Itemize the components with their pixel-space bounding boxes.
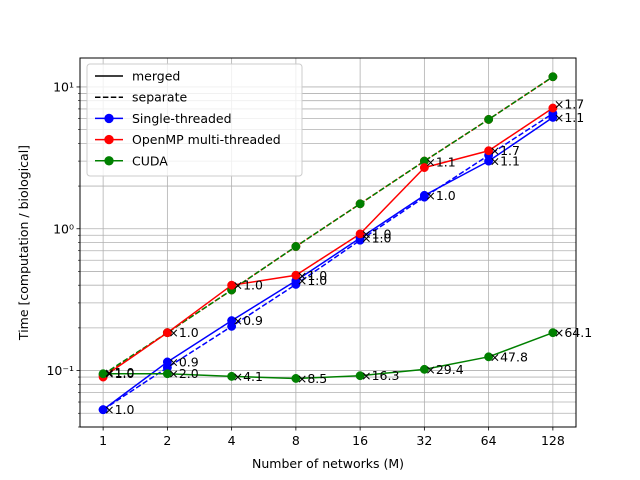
speedup-label: ×1.0 xyxy=(104,402,134,417)
data-point xyxy=(355,229,365,239)
data-point xyxy=(484,114,494,124)
legend: merged separate Single-threaded OpenMP mult… xyxy=(86,63,303,177)
x-tick-label: 32 xyxy=(416,433,432,448)
data-point xyxy=(548,103,558,113)
series-lines xyxy=(102,76,554,411)
speedup-label: ×2.0 xyxy=(168,366,198,381)
legend-swatch-marker xyxy=(104,156,114,166)
legend-swatch-marker xyxy=(104,134,114,145)
x-tick-label: 16 xyxy=(352,433,368,448)
y-tick-label: 10⁰ xyxy=(53,221,74,236)
speedup-label: ×8.5 xyxy=(297,371,327,386)
data-point xyxy=(419,364,429,374)
legend-label: OpenMP multi-threaded xyxy=(132,132,281,147)
data-point xyxy=(227,316,237,326)
speedup-label: ×1.0 xyxy=(233,278,263,293)
data-point xyxy=(227,371,237,381)
data-point xyxy=(484,146,494,156)
speedup-label: ×1.0 xyxy=(104,366,134,381)
x-tick-label: 1 xyxy=(99,433,107,448)
x-axis-label: Number of networks (M) xyxy=(252,456,404,471)
speedup-label: ×1.0 xyxy=(361,231,391,246)
x-tick-label: 4 xyxy=(228,433,236,448)
series-line-openmp-multi-threadedmerged xyxy=(102,107,554,378)
data-point xyxy=(419,163,429,173)
speedup-label: ×1.0 xyxy=(361,226,391,241)
x-ticks: 1 2 4 8 16 32 64 128 xyxy=(99,427,565,448)
x-tick-label: 128 xyxy=(541,433,565,448)
data-point xyxy=(162,369,172,379)
data-point xyxy=(98,369,108,379)
series-line-cudamerged xyxy=(103,331,554,380)
data-point xyxy=(548,112,558,122)
speedup-label: ×0.9 xyxy=(233,313,263,328)
data-point xyxy=(484,156,494,166)
series-markers xyxy=(98,72,558,415)
y-tick-label: 10⁻¹ xyxy=(46,363,74,378)
legend-swatch-marker xyxy=(104,113,114,124)
data-point xyxy=(484,352,494,362)
data-point xyxy=(291,373,301,383)
speedup-label: ×16.3 xyxy=(361,368,399,383)
speedup-label: ×1.1 xyxy=(425,155,455,170)
legend-label: Single-threaded xyxy=(132,111,232,126)
data-point xyxy=(355,371,365,381)
legend-box xyxy=(86,63,303,177)
data-point xyxy=(355,199,365,209)
data-point xyxy=(548,328,558,338)
data-point xyxy=(98,405,108,415)
data-point xyxy=(548,72,558,82)
x-tick-label: 2 xyxy=(163,433,171,448)
legend-label: CUDA xyxy=(132,153,168,168)
data-point xyxy=(419,190,429,200)
speedup-label: ×1.0 xyxy=(297,273,327,288)
speedup-label: ×47.8 xyxy=(490,349,528,364)
data-point xyxy=(291,242,301,251)
speedup-label: ×29.4 xyxy=(425,362,463,377)
speedup-label: ×1.0 xyxy=(104,365,134,380)
speedup-label: ×64.1 xyxy=(554,325,592,340)
speedup-label: ×1.7 xyxy=(554,96,584,111)
legend-label: separate xyxy=(132,90,187,105)
speedup-label: ×4.1 xyxy=(233,369,263,384)
series-line-single-threadedseparate xyxy=(102,112,554,411)
annotations: ×1.0×0.9×0.9×1.0×1.0×1.0×1.1×1.1×1.0×1.0… xyxy=(104,96,592,417)
speedup-label: ×1.7 xyxy=(490,143,520,158)
legend-label: merged xyxy=(132,69,180,84)
data-point xyxy=(227,280,237,290)
y-ticks: 10⁻¹ 10⁰ 10¹ xyxy=(46,79,80,428)
y-axis-label: Time [computation / biological] xyxy=(16,145,31,341)
data-point xyxy=(162,357,172,367)
speedup-label: ×0.9 xyxy=(168,354,198,369)
data-point xyxy=(162,328,172,338)
speedup-label: ×1.1 xyxy=(490,154,520,169)
x-tick-label: 8 xyxy=(292,433,300,448)
data-point xyxy=(291,270,301,280)
y-tick-label: 10¹ xyxy=(53,79,74,94)
x-tick-label: 64 xyxy=(481,433,497,448)
speedup-label: ×1.0 xyxy=(168,325,198,340)
speedup-label: ×1.1 xyxy=(554,110,584,125)
speedup-label: ×1.0 xyxy=(425,188,455,203)
speedup-label: ×1.0 xyxy=(297,268,327,283)
series-line-single-threadedmerged xyxy=(102,116,554,411)
